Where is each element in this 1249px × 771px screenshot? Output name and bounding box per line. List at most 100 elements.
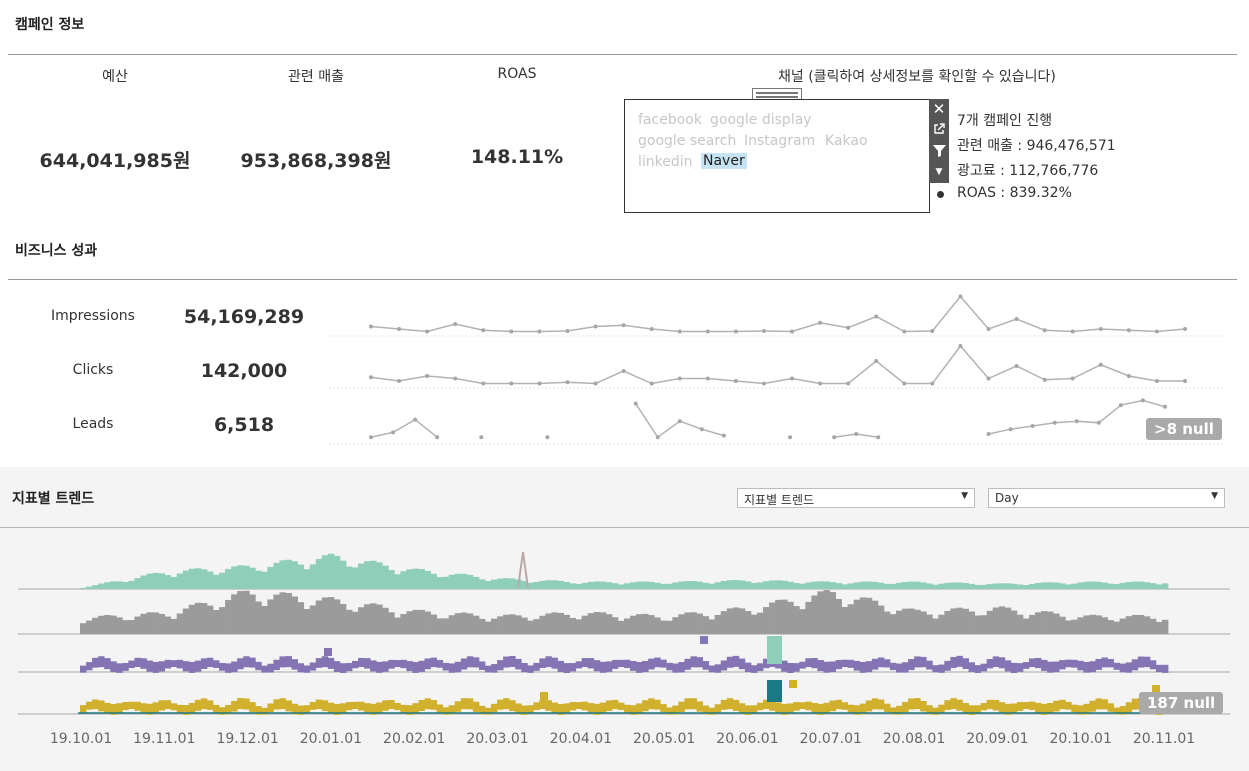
- trend-bar: [1028, 614, 1036, 634]
- external-link-icon[interactable]: [929, 119, 949, 139]
- trend-bar: [382, 700, 389, 711]
- trend-bar: [182, 705, 190, 715]
- trend-bar: [503, 578, 510, 589]
- trend-bar: [950, 608, 957, 634]
- metric-leads-value: 6,518: [213, 414, 275, 436]
- trend-bar: [527, 665, 534, 673]
- trend-bar: [974, 665, 982, 673]
- trend-bar: [1131, 614, 1139, 634]
- trend-bar: [563, 581, 570, 589]
- trend-bar: [219, 707, 226, 715]
- trend-bar: [243, 698, 250, 710]
- trend-bar: [642, 700, 649, 712]
- trend-bar: [630, 615, 637, 634]
- trend-bar: [859, 661, 867, 673]
- trend-bar: [678, 581, 685, 589]
- trend-bar: [134, 701, 141, 711]
- channel-option-naver[interactable]: Naver: [701, 153, 747, 169]
- trend-bar: [581, 582, 589, 589]
- trend-bar: [497, 616, 504, 634]
- filter-drag-handle[interactable]: [752, 88, 802, 100]
- sparkline-point: [1042, 377, 1047, 382]
- sparkline-point: [1070, 329, 1075, 334]
- trend-bar: [787, 662, 794, 673]
- trend-bar: [1107, 620, 1114, 634]
- channel-option-google-display[interactable]: google display: [710, 112, 812, 128]
- trend-null-badge[interactable]: 187 null: [1139, 692, 1224, 714]
- trend-bar: [1071, 619, 1078, 634]
- channel-option-google-search[interactable]: google search: [638, 133, 737, 149]
- trend-bar: [1077, 617, 1084, 634]
- trend-bar: [80, 705, 87, 713]
- close-icon[interactable]: ✕: [932, 100, 946, 118]
- trend-bar: [176, 573, 184, 589]
- trend-bar: [908, 698, 915, 710]
- trend-bar: [491, 618, 498, 634]
- trend-bar: [968, 662, 975, 672]
- trend-bar: [853, 582, 861, 589]
- trend-bar: [877, 605, 885, 634]
- trend-bar: [708, 583, 716, 589]
- trend-bar: [267, 566, 274, 589]
- trend-bar: [261, 707, 268, 715]
- channel-option-linkedin[interactable]: linkedin: [638, 154, 693, 170]
- trend-bar: [835, 583, 842, 589]
- trend-bar: [315, 559, 323, 589]
- trend-bar: [575, 661, 583, 669]
- trend-bar: [666, 583, 673, 589]
- trend-bar: [823, 702, 830, 714]
- trend-bar: [684, 581, 691, 589]
- channel-option-instagram[interactable]: Instagram: [744, 133, 816, 149]
- trend-bar: [914, 609, 921, 634]
- sparkline-point: [1052, 420, 1057, 425]
- trend-bar: [660, 620, 667, 634]
- metric-select[interactable]: 지표별 트렌드 ▼: [737, 488, 975, 508]
- trend-bar: [950, 698, 957, 710]
- sparkline-point: [790, 329, 795, 334]
- trend-bar: [273, 562, 280, 589]
- trend-bar: [430, 700, 438, 710]
- trend-bar: [805, 582, 812, 589]
- trend-bar: [104, 615, 111, 634]
- trend-bar: [86, 620, 93, 634]
- trend-bar: [847, 659, 855, 668]
- granularity-select[interactable]: Day ▼: [988, 488, 1225, 508]
- trend-bar: [563, 703, 570, 714]
- trend-bar: [805, 658, 812, 668]
- trend-bar: [829, 700, 836, 712]
- trend-bar: [273, 699, 280, 710]
- filter-icon[interactable]: [929, 140, 949, 160]
- trend-bar: [358, 701, 365, 711]
- trend-bar: [587, 658, 595, 669]
- trend-bar: [1131, 698, 1139, 710]
- trend-bar: [781, 599, 788, 634]
- trend-bar: [1125, 662, 1133, 673]
- trend-bar: [388, 700, 395, 710]
- trend-bar: [660, 583, 667, 589]
- sparkline-null-badge[interactable]: >8 null: [1146, 418, 1222, 440]
- trend-bar: [557, 612, 564, 634]
- trend-point: [700, 636, 708, 644]
- channel-filter-box[interactable]: facebook google display google search In…: [624, 99, 930, 213]
- kpi-revenue-label: 관련 매출: [288, 69, 344, 85]
- trend-bar: [327, 597, 335, 634]
- trend-bar: [914, 698, 921, 710]
- dropdown-caret-icon[interactable]: ▼: [935, 167, 943, 177]
- channel-title: 채널 (클릭하여 상세정보를 확인할 수 있습니다): [778, 69, 1056, 85]
- trend-bar: [732, 607, 740, 634]
- trend-bar: [212, 704, 220, 713]
- metric-leads-label: Leads: [72, 416, 114, 432]
- trend-bar: [1028, 583, 1036, 589]
- sparkline-point: [481, 381, 486, 386]
- trend-bar: [237, 565, 244, 589]
- trend-bar: [1095, 658, 1102, 670]
- channel-info-campaigns: 7개 캠페인 진행: [957, 113, 1053, 129]
- sparkline-point: [425, 374, 430, 378]
- channel-option-kakao[interactable]: Kakao: [825, 133, 868, 149]
- trend-bar: [491, 703, 498, 713]
- trend-bar: [267, 663, 274, 673]
- channel-option-facebook[interactable]: facebook: [638, 112, 702, 128]
- trend-bar: [962, 608, 969, 634]
- trend-bar: [460, 612, 468, 634]
- sparkline-point: [986, 327, 991, 331]
